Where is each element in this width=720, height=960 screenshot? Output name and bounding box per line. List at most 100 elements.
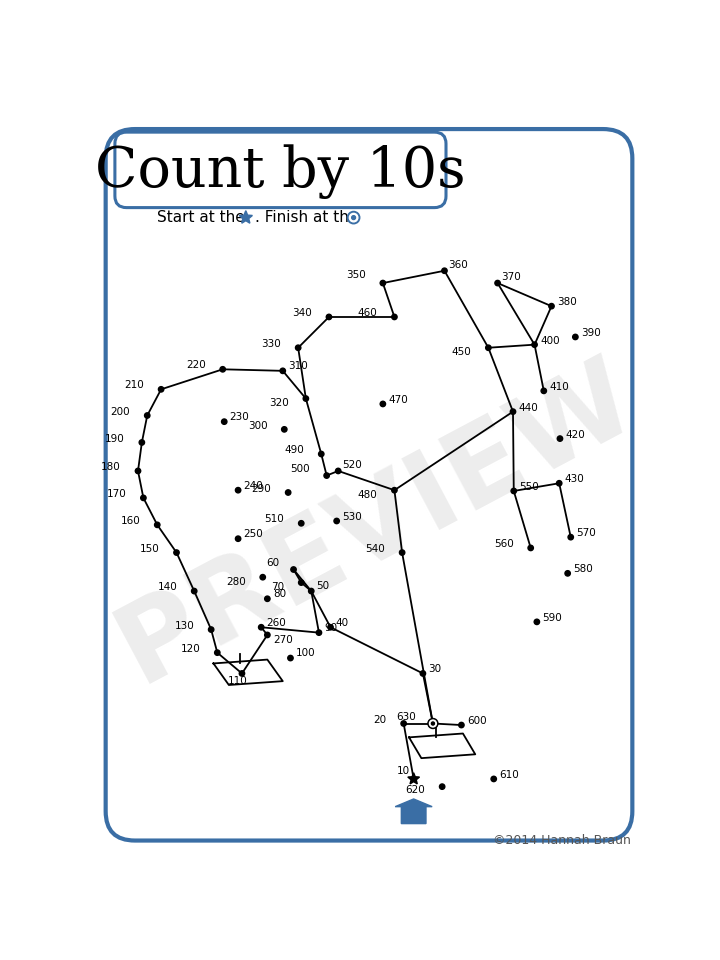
Text: 230: 230	[230, 412, 249, 422]
Text: 590: 590	[542, 613, 562, 623]
Text: 290: 290	[251, 484, 271, 493]
Circle shape	[557, 436, 562, 442]
Text: ©2014 Hannah Braun: ©2014 Hannah Braun	[493, 833, 631, 847]
Circle shape	[326, 314, 332, 320]
Circle shape	[303, 396, 309, 401]
Text: 630: 630	[396, 712, 416, 722]
Text: 260: 260	[266, 617, 287, 628]
Circle shape	[491, 777, 496, 781]
Text: 140: 140	[158, 582, 177, 592]
Text: PREVIEW: PREVIEW	[100, 343, 653, 704]
Text: 370: 370	[501, 272, 521, 282]
Circle shape	[299, 520, 304, 526]
Circle shape	[285, 490, 291, 495]
Text: 20: 20	[374, 714, 387, 725]
Circle shape	[532, 342, 537, 348]
Circle shape	[549, 303, 554, 309]
Circle shape	[309, 588, 314, 593]
Circle shape	[265, 596, 270, 602]
Circle shape	[324, 473, 329, 478]
Circle shape	[510, 409, 516, 415]
Circle shape	[334, 518, 339, 524]
Text: 250: 250	[243, 529, 264, 540]
Circle shape	[220, 367, 225, 372]
Text: 470: 470	[388, 396, 408, 405]
Circle shape	[380, 401, 385, 407]
Circle shape	[222, 419, 227, 424]
Text: 410: 410	[549, 382, 569, 392]
Text: 200: 200	[111, 407, 130, 417]
Text: 450: 450	[451, 348, 472, 357]
Circle shape	[135, 468, 140, 473]
Circle shape	[288, 656, 293, 660]
Text: 530: 530	[342, 512, 362, 522]
Text: 390: 390	[581, 328, 600, 338]
Circle shape	[291, 566, 296, 572]
Circle shape	[258, 625, 264, 630]
Text: 520: 520	[342, 460, 362, 469]
Text: . Finish at the: . Finish at the	[255, 210, 359, 225]
Text: 430: 430	[564, 474, 585, 485]
Circle shape	[158, 387, 163, 392]
Circle shape	[282, 426, 287, 432]
Text: 240: 240	[243, 481, 264, 491]
Circle shape	[568, 535, 573, 540]
Circle shape	[316, 630, 322, 636]
Circle shape	[140, 495, 146, 500]
Text: 50: 50	[317, 582, 330, 591]
Text: 170: 170	[107, 489, 127, 499]
Circle shape	[235, 488, 240, 492]
Text: 620: 620	[405, 785, 426, 796]
Text: 580: 580	[573, 564, 593, 574]
Text: 360: 360	[449, 259, 468, 270]
Circle shape	[328, 625, 333, 630]
Circle shape	[392, 314, 397, 320]
Text: 130: 130	[174, 621, 194, 631]
Text: 600: 600	[467, 716, 487, 726]
Text: 40: 40	[336, 617, 349, 628]
Text: 160: 160	[120, 516, 140, 526]
Polygon shape	[239, 210, 253, 224]
Circle shape	[349, 213, 358, 222]
Text: 320: 320	[269, 398, 289, 408]
Text: 280: 280	[226, 577, 246, 587]
Circle shape	[239, 671, 245, 676]
Circle shape	[486, 345, 491, 350]
Circle shape	[392, 488, 397, 492]
Circle shape	[215, 650, 220, 656]
Text: 540: 540	[366, 543, 385, 554]
Circle shape	[528, 545, 534, 551]
Circle shape	[348, 211, 360, 224]
Text: 30: 30	[428, 663, 441, 674]
Circle shape	[265, 633, 270, 637]
Text: 110: 110	[228, 676, 248, 686]
Circle shape	[235, 536, 240, 541]
Text: 210: 210	[125, 380, 144, 391]
Text: 270: 270	[273, 635, 292, 644]
Circle shape	[420, 671, 426, 676]
Text: 60: 60	[266, 559, 279, 568]
Text: 150: 150	[140, 543, 160, 554]
Circle shape	[318, 451, 324, 457]
Circle shape	[429, 720, 436, 727]
Circle shape	[431, 722, 434, 725]
Text: 490: 490	[284, 445, 305, 455]
Circle shape	[572, 334, 578, 340]
Circle shape	[565, 570, 570, 576]
Text: 480: 480	[358, 490, 377, 500]
Text: 70: 70	[271, 582, 284, 592]
Text: 120: 120	[181, 644, 200, 654]
Text: 570: 570	[576, 528, 596, 539]
Circle shape	[336, 468, 341, 473]
Circle shape	[400, 550, 405, 555]
Text: Count by 10s: Count by 10s	[95, 144, 466, 199]
Text: Start at the: Start at the	[157, 210, 245, 225]
Text: 330: 330	[261, 339, 282, 348]
Circle shape	[557, 481, 562, 486]
Text: 460: 460	[358, 308, 377, 318]
Text: 350: 350	[346, 271, 366, 280]
Text: 380: 380	[557, 298, 577, 307]
Circle shape	[495, 280, 500, 286]
Circle shape	[428, 718, 438, 729]
Text: 310: 310	[288, 361, 308, 372]
